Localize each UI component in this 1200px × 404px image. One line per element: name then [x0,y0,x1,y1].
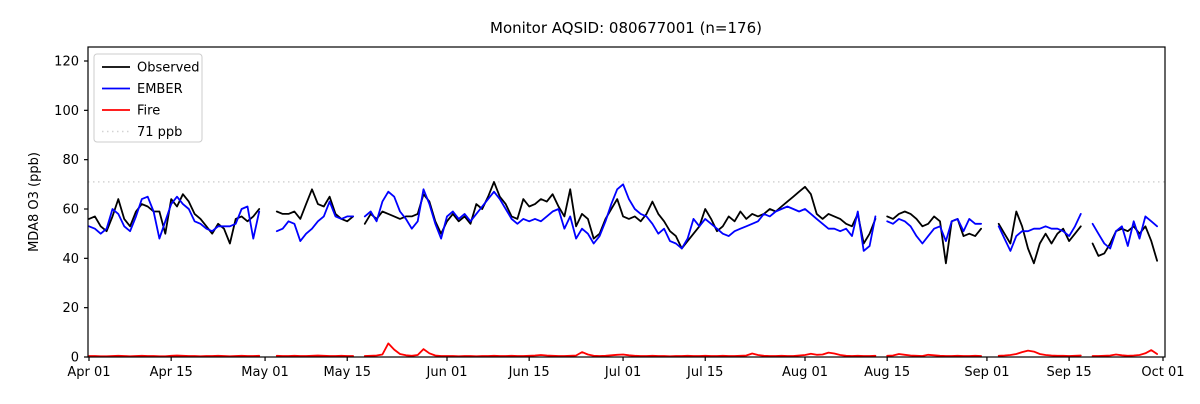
x-tick-label: May 15 [323,365,371,380]
y-tick-label: 60 [62,203,79,218]
x-tick-label: Oct 01 [1141,365,1184,380]
x-tick-label: May 01 [241,365,289,380]
y-tick-label: 40 [62,252,79,267]
legend-label-threshold: 71 ppb [137,125,182,140]
plot-border [87,46,1166,358]
x-tick-label: Aug 01 [782,365,828,380]
y-tick-label: 80 [62,153,79,168]
y-axis-label: MDA8 O3 (ppb) [27,152,42,252]
plot-area: 0 20 40 60 80 100 120 Apr 01 Apr 15 May 01 May 15 J… [54,46,1185,380]
y-tick-label: 20 [62,301,79,316]
x-tick-label: Apr 01 [67,365,110,380]
series-line-observed [88,181,1158,265]
series-line-fire [88,342,1158,358]
legend: Observed EMBER Fire 71 ppb [93,53,203,143]
x-tick-label: Sep 01 [964,365,1009,380]
legend-box [93,53,203,143]
x-tick-label: Jul 15 [686,365,723,380]
x-tick-label: Jun 15 [508,365,550,380]
series-line-ember [88,183,1158,252]
legend-label-fire: Fire [137,104,160,119]
y-tick-label: 0 [71,351,79,366]
legend-label-ember: EMBER [137,82,183,97]
x-tick-label: Sep 15 [1047,365,1092,380]
x-tick-label: Jun 01 [426,365,468,380]
x-tick-label: Jul 01 [604,365,641,380]
legend-label-observed: Observed [137,61,200,76]
y-tick-label: 100 [54,104,79,119]
x-tick-label: Apr 15 [150,365,193,380]
x-tick-label: Aug 15 [864,365,910,380]
chart-title: Monitor AQSID: 080677001 (n=176) [490,19,762,37]
y-tick-label: 120 [54,55,79,70]
